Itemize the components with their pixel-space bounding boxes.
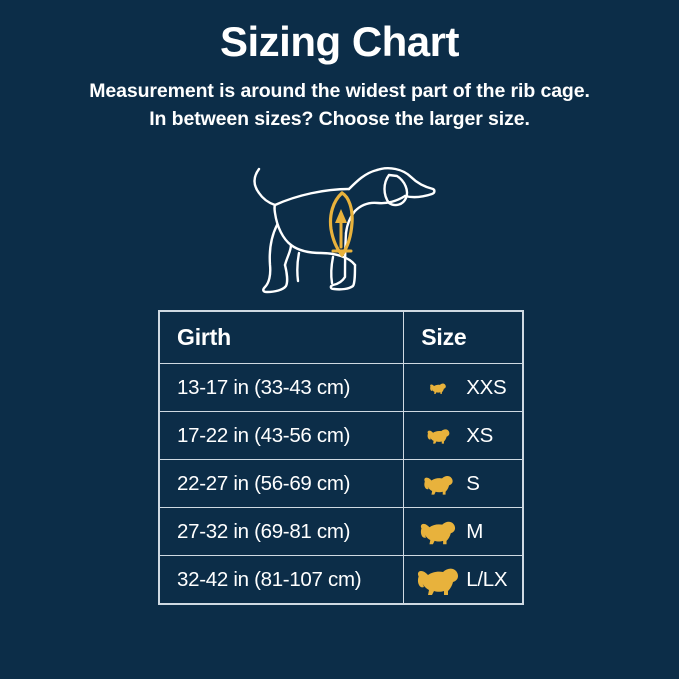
table-body: 13-17 in (33-43 cm) XXS 17-22 in (43-56 c…: [158, 363, 523, 604]
dog-side-profile-icon: [252, 167, 436, 294]
cell-size: S: [403, 459, 523, 508]
cell-size: M: [403, 507, 523, 556]
table-row: 17-22 in (43-56 cm) XS: [158, 411, 523, 460]
dog-silhouette-icon: [418, 568, 459, 595]
size-cell-content: S: [410, 460, 522, 507]
cell-girth: 27-32 in (69-81 cm): [158, 507, 405, 556]
dog-icon-m: [410, 512, 466, 552]
size-label: XS: [466, 423, 493, 447]
size-label: M: [466, 519, 484, 543]
cell-size: L/LX: [403, 555, 523, 604]
girth-measure-strap: [328, 191, 354, 257]
table-row: 27-32 in (69-81 cm) M: [158, 507, 523, 556]
dog-illustration: [0, 152, 679, 300]
dog-icon-xs: [410, 416, 466, 456]
header: Sizing Chart Measurement is around the w…: [0, 0, 679, 134]
size-cell-content: XXS: [410, 364, 522, 411]
size-label: XXS: [466, 375, 507, 399]
cell-girth: 13-17 in (33-43 cm): [158, 363, 405, 412]
cell-girth: 17-22 in (43-56 cm): [158, 411, 405, 460]
column-header-girth: Girth: [158, 311, 405, 364]
dog-icon-llx: [410, 560, 466, 600]
dog-silhouette-icon: [430, 383, 447, 394]
size-label: S: [466, 471, 480, 495]
column-header-size: Size: [403, 311, 523, 364]
measure-arrow-icon: [331, 209, 352, 253]
dog-icon-s: [410, 464, 466, 504]
cell-girth: 32-42 in (81-107 cm): [158, 555, 405, 604]
subtitle-line-2: In between sizes? Choose the larger size…: [149, 108, 530, 131]
dog-silhouette-icon: [427, 429, 450, 444]
size-cell-content: L/LX: [410, 556, 522, 603]
cell-size: XXS: [403, 363, 523, 412]
size-cell-content: XS: [410, 412, 522, 459]
size-label: L/LX: [466, 567, 508, 591]
table-head: Girth Size: [158, 311, 523, 364]
cell-girth: 22-27 in (56-69 cm): [158, 459, 405, 508]
page-subtitle: Measurement is around the widest part of…: [0, 78, 679, 133]
table-row: 32-42 in (81-107 cm) L/LX: [158, 555, 523, 604]
sizing-table-grid: Girth Size 13-17 in (33-43 cm) XXS 17-22 …: [158, 311, 523, 604]
dog-silhouette-icon: [421, 521, 456, 545]
subtitle-line-1: Measurement is around the widest part of…: [89, 80, 590, 103]
table-row: 13-17 in (33-43 cm) XXS: [158, 363, 523, 412]
size-cell-content: M: [410, 508, 522, 555]
dog-silhouette-icon: [424, 475, 453, 495]
sizing-table: Girth Size 13-17 in (33-43 cm) XXS 17-22 …: [158, 310, 524, 605]
dog-icon-xxs: [410, 368, 466, 408]
table-row: 22-27 in (56-69 cm) S: [158, 459, 523, 508]
cell-size: XS: [403, 411, 523, 460]
page-title: Sizing Chart: [219, 18, 460, 65]
table-header-row: Girth Size: [158, 311, 523, 364]
